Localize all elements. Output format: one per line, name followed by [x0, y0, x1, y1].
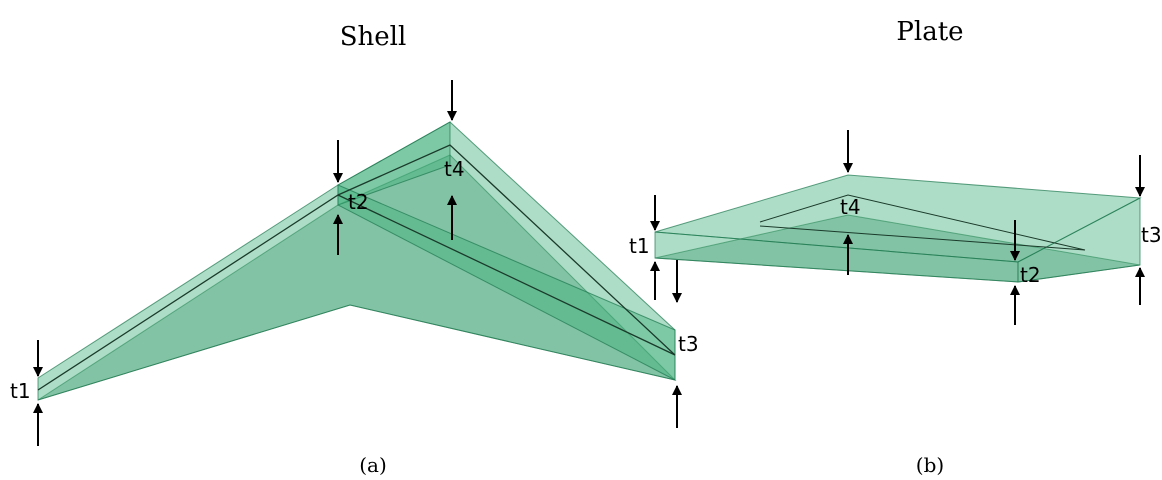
panel-title: Shell	[340, 22, 407, 52]
shell-top	[38, 122, 675, 400]
panel-caption: (a)	[359, 453, 387, 477]
thickness-label: t2	[1020, 263, 1041, 287]
thickness-label: t1	[629, 234, 650, 258]
thickness-label: t4	[444, 157, 465, 181]
thickness-label: t1	[10, 379, 31, 403]
shell-panel: Shell (a) t1 t2 t3 t4	[10, 22, 699, 477]
panel-title: Plate	[896, 17, 963, 47]
diagram: Shell (a) t1 t2 t3 t4 Plate (b) t1 t2 t3…	[0, 0, 1162, 480]
plate-panel: Plate (b) t1 t2 t3 t4	[629, 17, 1162, 477]
panel-caption: (b)	[916, 453, 944, 477]
thickness-label: t2	[348, 190, 369, 214]
thickness-label: t3	[1141, 223, 1162, 247]
thickness-label: t3	[678, 332, 699, 356]
thickness-label: t4	[840, 195, 861, 219]
